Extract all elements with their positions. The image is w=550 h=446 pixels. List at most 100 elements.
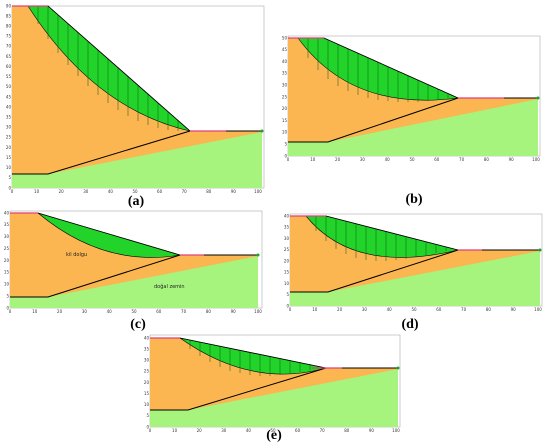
y-tick-label: 50 bbox=[282, 35, 288, 40]
caption-a: (a) bbox=[127, 194, 145, 209]
y-tick-label: 55 bbox=[6, 74, 12, 79]
x-tick-label: 30 bbox=[362, 307, 368, 312]
sliding-mass bbox=[37, 212, 181, 258]
y-tick-label: 35 bbox=[6, 115, 12, 120]
y-tick-label: 45 bbox=[282, 47, 288, 52]
x-tick-label: 50 bbox=[409, 157, 415, 162]
y-tick-label: 45 bbox=[6, 94, 12, 99]
y-tick-label: 65 bbox=[6, 54, 12, 59]
x-tick-label: 30 bbox=[360, 157, 366, 162]
x-tick-label: 80 bbox=[206, 309, 212, 314]
panel-c: kil dolgu doğal zemin 0 5 10 15 20 25 30 35 40 0… bbox=[4, 210, 268, 332]
caption-d: (d) bbox=[401, 317, 419, 332]
panel-a-diagram: 0 5 10 15 20 25 30 35 40 45 50 55 60 65 70 75 80 85 90 0 10… bbox=[6, 3, 265, 194]
x-tick-label: 50 bbox=[131, 309, 137, 314]
y-tick-label: 85 bbox=[6, 13, 12, 18]
y-tick-label: 40 bbox=[282, 59, 288, 64]
y-tick-label: 90 bbox=[6, 3, 12, 8]
panel-c-diagram: kil dolgu doğal zemin 0 5 10 15 20 25 30 35 40 0… bbox=[4, 210, 262, 314]
note-natural-soil: doğal zemin bbox=[154, 283, 185, 290]
panel-e-diagram: 0 5 10 15 20 25 30 35 40 0 10 20 30 40 50 60 70 80 90 100 bbox=[144, 334, 400, 433]
caption-b: (b) bbox=[405, 192, 423, 207]
x-tick-label: 90 bbox=[231, 309, 237, 314]
y-tick-label: 10 bbox=[282, 130, 288, 135]
x-tick-label: 70 bbox=[181, 309, 187, 314]
y-tick-label: 25 bbox=[284, 247, 290, 252]
y-tick-label: 35 bbox=[144, 346, 150, 351]
panel-d-diagram: 0 5 10 15 20 25 30 35 40 0 10 20 30 40 50 60 70 80 90 100 bbox=[284, 213, 542, 312]
x-tick-label: 80 bbox=[484, 157, 490, 162]
slice-lines bbox=[315, 216, 447, 261]
y-tick-label: 15 bbox=[282, 118, 288, 123]
x-tick-label: 60 bbox=[434, 157, 440, 162]
x-tick-label: 80 bbox=[206, 189, 212, 194]
x-tick-label: 20 bbox=[197, 428, 203, 433]
x-tick-label: 50 bbox=[411, 307, 417, 312]
x-axis: 0 10 20 30 40 50 60 70 80 90 100 bbox=[289, 307, 543, 312]
y-tick-label: 80 bbox=[6, 24, 12, 29]
panel-b: 0 5 10 15 20 25 30 35 40 45 50 0 10 20 30 40 50 60 70 80 90… bbox=[282, 34, 544, 207]
x-tick-label: 40 bbox=[246, 428, 252, 433]
y-tick-label: 10 bbox=[6, 165, 12, 170]
x-axis: 0 10 20 30 40 50 60 70 80 90 100 bbox=[149, 428, 401, 433]
y-tick-label: 60 bbox=[6, 64, 12, 69]
x-tick-label: 100 bbox=[254, 309, 262, 314]
x-tick-label: 0 bbox=[11, 189, 14, 194]
y-axis: 0 5 10 15 20 25 30 35 40 45 50 55 60 65 70 75 80 85 90 bbox=[6, 3, 12, 190]
y-tick-label: 30 bbox=[284, 236, 290, 241]
x-tick-label: 10 bbox=[32, 309, 38, 314]
x-tick-label: 90 bbox=[511, 307, 517, 312]
x-tick-label: 100 bbox=[392, 428, 400, 433]
y-tick-label: 30 bbox=[4, 234, 10, 239]
x-tick-label: 60 bbox=[295, 428, 301, 433]
y-tick-label: 40 bbox=[6, 104, 12, 109]
x-tick-label: 40 bbox=[108, 189, 114, 194]
y-tick-label: 30 bbox=[6, 125, 12, 130]
x-tick-label: 30 bbox=[82, 309, 88, 314]
anchor-point bbox=[536, 96, 540, 100]
x-tick-label: 20 bbox=[337, 307, 343, 312]
y-tick-label: 25 bbox=[144, 369, 150, 374]
x-tick-label: 80 bbox=[486, 307, 492, 312]
slice-lines bbox=[37, 6, 179, 131]
y-tick-label: 25 bbox=[6, 135, 12, 140]
y-tick-label: 10 bbox=[144, 402, 150, 407]
y-tick-label: 30 bbox=[144, 358, 150, 363]
x-tick-label: 10 bbox=[34, 189, 40, 194]
anchor-point bbox=[260, 129, 264, 133]
anchor-point bbox=[538, 248, 542, 252]
y-tick-label: 25 bbox=[4, 246, 10, 251]
note-fill-material: kil dolgu bbox=[66, 252, 87, 258]
y-tick-label: 15 bbox=[6, 155, 12, 160]
x-tick-label: 20 bbox=[335, 157, 341, 162]
y-tick-label: 20 bbox=[144, 380, 150, 385]
x-tick-label: 90 bbox=[369, 428, 375, 433]
y-tick-label: 10 bbox=[284, 281, 290, 286]
y-tick-label: 30 bbox=[282, 83, 288, 88]
y-tick-label: 20 bbox=[6, 145, 12, 150]
y-tick-label: 35 bbox=[282, 71, 288, 76]
y-tick-label: 0 bbox=[146, 424, 149, 429]
x-tick-label: 60 bbox=[436, 307, 442, 312]
y-tick-label: 75 bbox=[6, 34, 12, 39]
x-tick-label: 50 bbox=[132, 189, 138, 194]
x-tick-label: 100 bbox=[534, 307, 542, 312]
fill-soil-region bbox=[150, 338, 398, 427]
x-tick-label: 100 bbox=[254, 189, 262, 194]
y-tick-label: 0 bbox=[284, 153, 287, 158]
y-tick-label: 40 bbox=[4, 210, 10, 215]
y-tick-label: 0 bbox=[6, 305, 9, 310]
y-tick-label: 35 bbox=[284, 225, 290, 230]
x-tick-label: 30 bbox=[221, 428, 227, 433]
y-tick-label: 0 bbox=[286, 303, 289, 308]
x-tick-label: 30 bbox=[83, 189, 89, 194]
x-tick-label: 90 bbox=[509, 157, 515, 162]
y-tick-label: 20 bbox=[282, 106, 288, 111]
panel-d: 0 5 10 15 20 25 30 35 40 0 10 20 30 40 50 60 70 80 90 100 … bbox=[284, 213, 546, 332]
y-tick-label: 40 bbox=[284, 213, 290, 218]
x-tick-label: 80 bbox=[344, 428, 350, 433]
panel-b-diagram: 0 5 10 15 20 25 30 35 40 45 50 0 10 20 30 40 50 60 70 80 90… bbox=[282, 35, 540, 162]
x-tick-label: 20 bbox=[57, 309, 63, 314]
x-tick-label: 40 bbox=[387, 307, 393, 312]
y-axis: 0 5 10 15 20 25 30 35 40 bbox=[4, 210, 10, 310]
